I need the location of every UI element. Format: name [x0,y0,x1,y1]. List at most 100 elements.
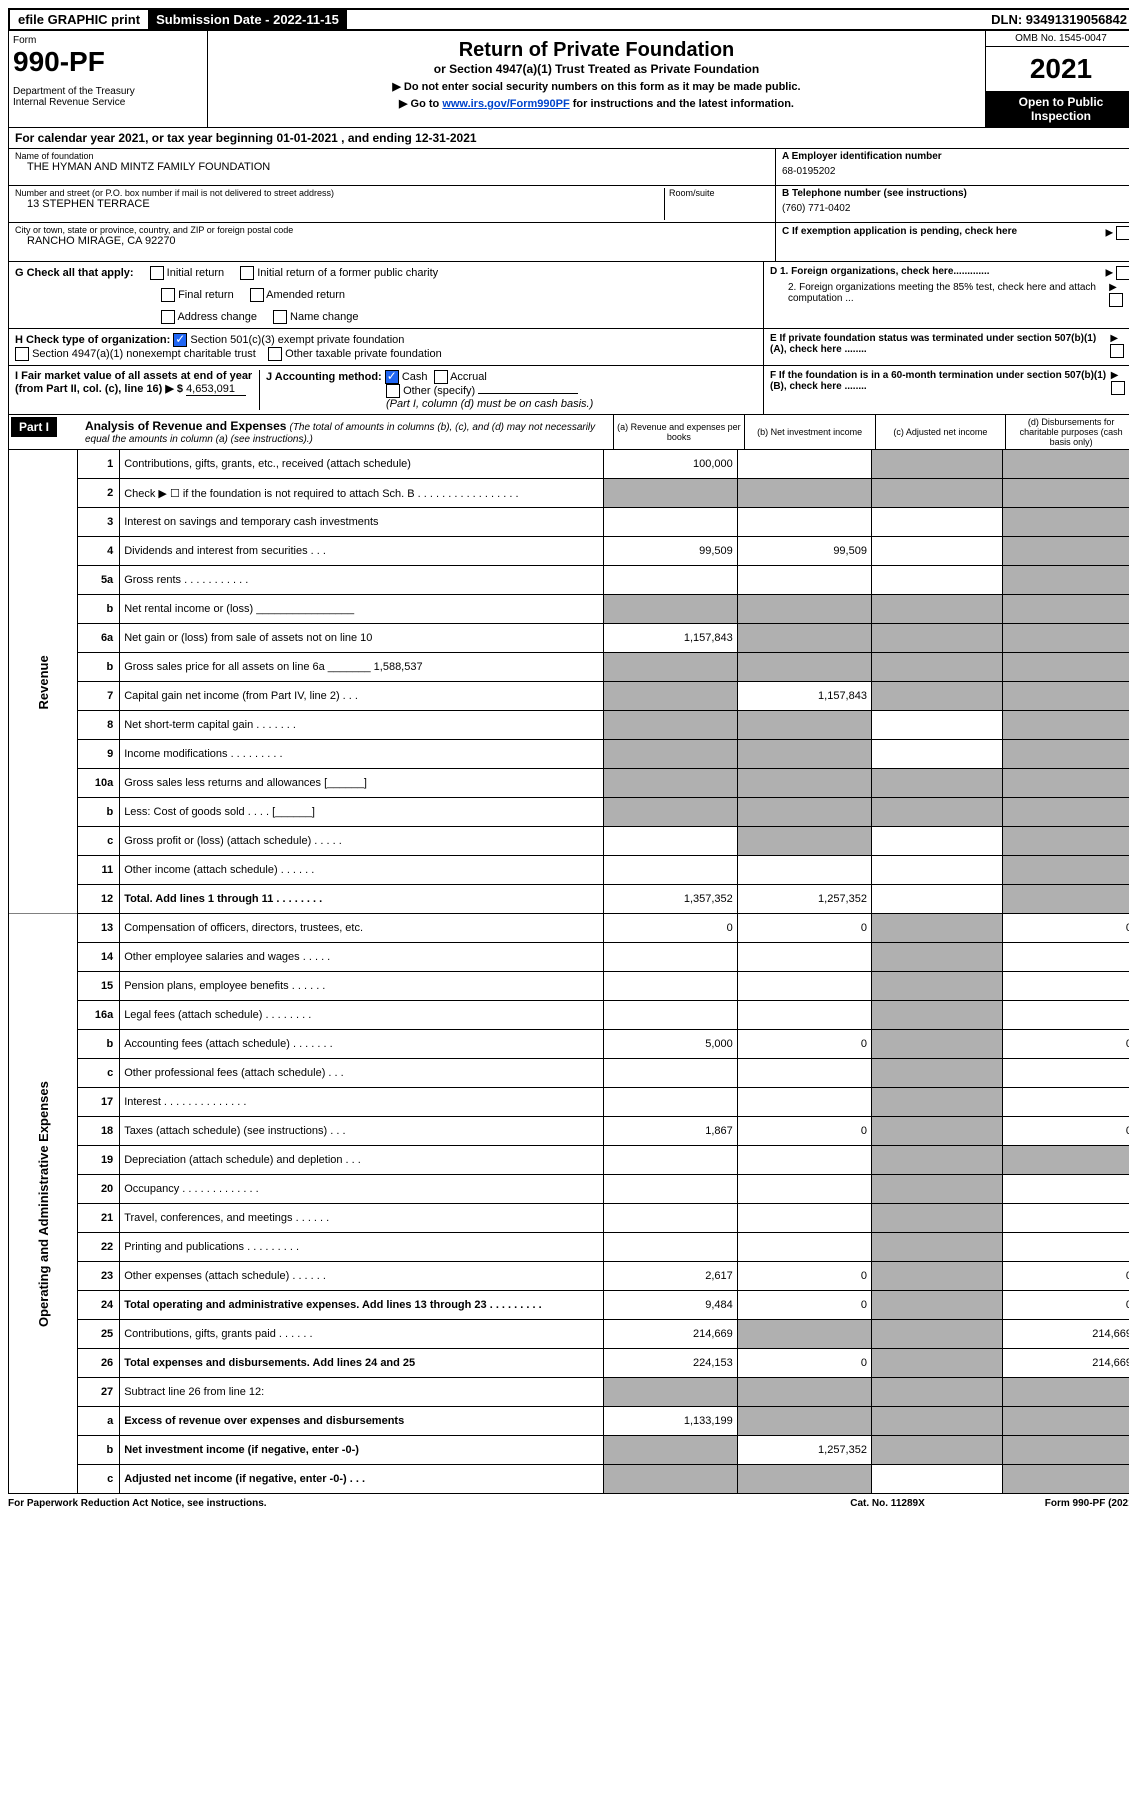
address: 13 STEPHEN TERRACE [15,198,664,210]
g-final-checkbox[interactable] [161,288,175,302]
h-4947: Section 4947(a)(1) nonexempt charitable … [32,348,256,360]
f-checkbox[interactable] [1111,381,1125,395]
row-description: Excess of revenue over expenses and disb… [120,1407,603,1436]
table-row: 4Dividends and interest from securities … [9,537,1129,566]
c-checkbox[interactable] [1116,226,1129,240]
row-number: 20 [78,1175,120,1204]
cell-col-d [1003,1465,1129,1494]
h-4947-checkbox[interactable] [15,347,29,361]
row-number: b [78,1436,120,1465]
table-row: Revenue1Contributions, gifts, grants, et… [9,450,1129,479]
cell-col-a [603,1001,737,1030]
row-description: Compensation of officers, directors, tru… [120,914,603,943]
g-initial-checkbox[interactable] [150,266,164,280]
table-row: 23Other expenses (attach schedule) . . .… [9,1262,1129,1291]
submission-date: Submission Date - 2022-11-15 [148,10,347,29]
row-number: 7 [78,682,120,711]
row-number: 3 [78,508,120,537]
cell-col-c [871,769,1002,798]
h-other-checkbox[interactable] [268,347,282,361]
cell-col-b: 0 [737,1291,871,1320]
table-row: 16aLegal fees (attach schedule) . . . . … [9,1001,1129,1030]
cell-col-c [871,798,1002,827]
g-address-checkbox[interactable] [161,310,175,324]
cell-col-a: 224,153 [603,1349,737,1378]
row-description: Travel, conferences, and meetings . . . … [120,1204,603,1233]
dept-label: Department of the Treasury Internal Reve… [13,86,203,108]
instr-2: ▶ Go to www.irs.gov/Form990PF for instru… [212,97,981,110]
cell-col-a [603,1059,737,1088]
row-number: b [78,1030,120,1059]
e-checkbox[interactable] [1110,344,1124,358]
cell-col-d [1003,1204,1129,1233]
row-number: 25 [78,1320,120,1349]
d2-label: 2. Foreign organizations meeting the 85%… [770,282,1109,307]
cell-col-c [871,972,1002,1001]
d1-label: D 1. Foreign organizations, check here..… [770,266,990,280]
cell-col-b [737,943,871,972]
row-description: Occupancy . . . . . . . . . . . . . [120,1175,603,1204]
table-row: bAccounting fees (attach schedule) . . .… [9,1030,1129,1059]
g-label: G Check all that apply: [15,267,134,279]
cell-col-a [603,595,737,624]
cell-col-c [871,1349,1002,1378]
cell-col-a: 1,157,843 [603,624,737,653]
table-row: bNet investment income (if negative, ent… [9,1436,1129,1465]
cell-col-d [1003,798,1129,827]
cell-col-c [871,1088,1002,1117]
cell-col-b [737,1233,871,1262]
row-number: b [78,653,120,682]
d2-checkbox[interactable] [1109,293,1123,307]
cell-col-d: 0 [1003,1030,1129,1059]
table-row: 11Other income (attach schedule) . . . .… [9,856,1129,885]
cell-col-c [871,1320,1002,1349]
table-row: 12Total. Add lines 1 through 11 . . . . … [9,885,1129,914]
row-number: 11 [78,856,120,885]
footer-right: Form 990-PF (2021) [1045,1498,1129,1509]
row-description: Contributions, gifts, grants, etc., rece… [120,450,603,479]
instr-link[interactable]: www.irs.gov/Form990PF [442,98,569,110]
row-description: Total operating and administrative expen… [120,1291,603,1320]
cell-col-a [603,653,737,682]
row-description: Gross profit or (loss) (attach schedule)… [120,827,603,856]
cell-col-b [737,508,871,537]
phone-value: (760) 771-0402 [782,199,1129,214]
cell-col-c [871,1204,1002,1233]
cell-col-c [871,1030,1002,1059]
h-501c3-checkbox[interactable]: ✓ [173,333,187,347]
row-description: Dividends and interest from securities .… [120,537,603,566]
cell-col-b [737,1001,871,1030]
j-cash-checkbox[interactable]: ✓ [385,370,399,384]
cell-col-c [871,1465,1002,1494]
table-row: 6aNet gain or (loss) from sale of assets… [9,624,1129,653]
j-other-checkbox[interactable] [386,384,400,398]
part1-header: Part I [11,417,57,437]
address-cell: Number and street (or P.O. box number if… [9,186,775,223]
open-inspection: Open to Public Inspection [986,91,1129,127]
table-row: bLess: Cost of goods sold . . . . [_____… [9,798,1129,827]
g-name-checkbox[interactable] [273,310,287,324]
g-initial-former-checkbox[interactable] [240,266,254,280]
f-label: F If the foundation is in a 60-month ter… [770,370,1111,410]
cell-col-b [737,798,871,827]
row-number: 27 [78,1378,120,1407]
cell-col-d [1003,508,1129,537]
city: RANCHO MIRAGE, CA 92270 [15,235,769,247]
form-subtitle: or Section 4947(a)(1) Trust Treated as P… [212,62,981,76]
j-accrual: Accrual [450,371,487,383]
part1-title: Analysis of Revenue and Expenses [85,419,286,433]
expenses-side-label: Operating and Administrative Expenses [9,914,78,1494]
cell-col-d [1003,827,1129,856]
row-number: 18 [78,1117,120,1146]
cell-col-b: 1,157,843 [737,682,871,711]
cell-col-b [737,1320,871,1349]
j-accrual-checkbox[interactable] [434,370,448,384]
d1-checkbox[interactable] [1116,266,1129,280]
g-amended-checkbox[interactable] [250,288,264,302]
row-description: Total. Add lines 1 through 11 . . . . . … [120,885,603,914]
addr-label: Number and street (or P.O. box number if… [15,188,664,198]
cell-col-a [603,740,737,769]
cell-col-a [603,1088,737,1117]
footer: For Paperwork Reduction Act Notice, see … [8,1494,1129,1509]
table-row: 14Other employee salaries and wages . . … [9,943,1129,972]
